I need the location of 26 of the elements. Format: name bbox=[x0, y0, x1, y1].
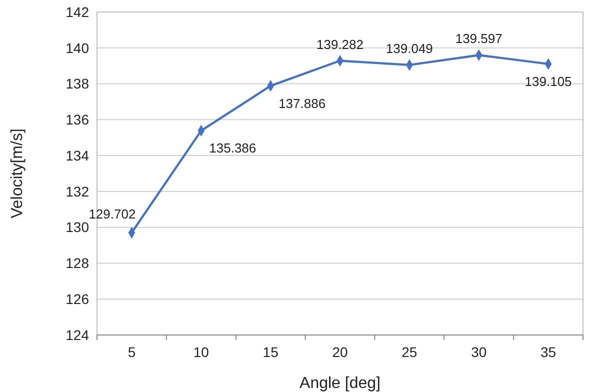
x-tick-label: 25 bbox=[402, 344, 418, 360]
data-label: 139.597 bbox=[455, 31, 502, 46]
x-tick-label: 5 bbox=[128, 344, 136, 360]
y-tick-label: 126 bbox=[66, 291, 90, 308]
y-tick-label: 134 bbox=[66, 147, 90, 164]
y-tick-label: 130 bbox=[66, 219, 90, 236]
y-tick-label: 138 bbox=[66, 76, 90, 92]
x-tick-label: 20 bbox=[332, 344, 348, 360]
data-label: 139.105 bbox=[524, 74, 572, 89]
x-axis-title: Angle [deg] bbox=[300, 375, 380, 392]
x-tick-label: 10 bbox=[193, 344, 210, 360]
y-tick-label: 142 bbox=[66, 4, 90, 20]
x-tick-label: 15 bbox=[262, 344, 279, 360]
data-label: 137.886 bbox=[278, 96, 326, 111]
y-tick-label: 136 bbox=[66, 112, 90, 128]
data-label: 139.282 bbox=[316, 36, 364, 52]
data-label: 129.702 bbox=[88, 206, 136, 222]
x-tick-label: 30 bbox=[471, 344, 487, 360]
y-tick-label: 128 bbox=[66, 255, 90, 272]
y-tick-label: 124 bbox=[66, 326, 90, 343]
y-tick-label: 132 bbox=[66, 183, 90, 200]
data-label: 135.386 bbox=[209, 140, 256, 156]
y-axis-title: Velocity[m/s] bbox=[9, 128, 26, 218]
x-tick-label: 35 bbox=[540, 344, 556, 360]
y-tick-label: 140 bbox=[66, 40, 90, 56]
data-label: 139.049 bbox=[386, 40, 433, 56]
